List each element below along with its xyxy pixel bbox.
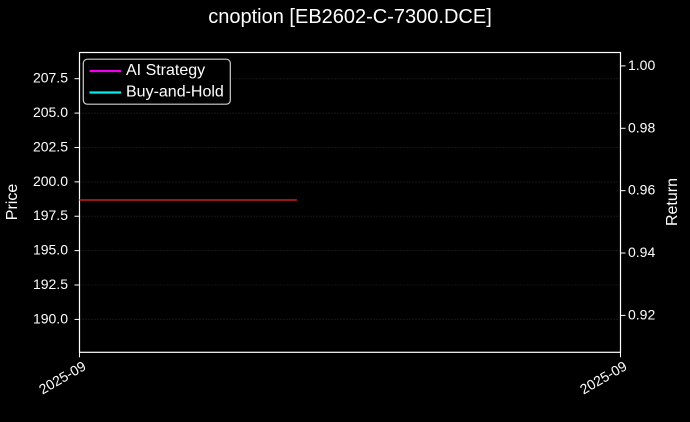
svg-text:Buy-and-Hold: Buy-and-Hold: [126, 84, 224, 101]
svg-text:0.94: 0.94: [628, 244, 655, 260]
svg-text:197.5: 197.5: [33, 207, 68, 223]
svg-text:190.0: 190.0: [33, 310, 68, 326]
svg-text:192.5: 192.5: [33, 276, 68, 292]
svg-text:1.00: 1.00: [628, 57, 655, 73]
svg-text:0.98: 0.98: [628, 119, 655, 135]
svg-text:207.5: 207.5: [33, 70, 68, 86]
svg-text:200.0: 200.0: [33, 173, 68, 189]
svg-text:Price: Price: [4, 184, 21, 221]
svg-text:195.0: 195.0: [33, 242, 68, 258]
svg-text:202.5: 202.5: [33, 139, 68, 155]
svg-text:cnoption [EB2602-C-7300.DCE]: cnoption [EB2602-C-7300.DCE]: [208, 6, 492, 28]
svg-text:0.96: 0.96: [628, 182, 655, 198]
svg-text:0.92: 0.92: [628, 306, 655, 322]
svg-text:205.0: 205.0: [33, 104, 68, 120]
svg-text:AI Strategy: AI Strategy: [126, 62, 205, 79]
svg-text:Return: Return: [664, 178, 681, 226]
